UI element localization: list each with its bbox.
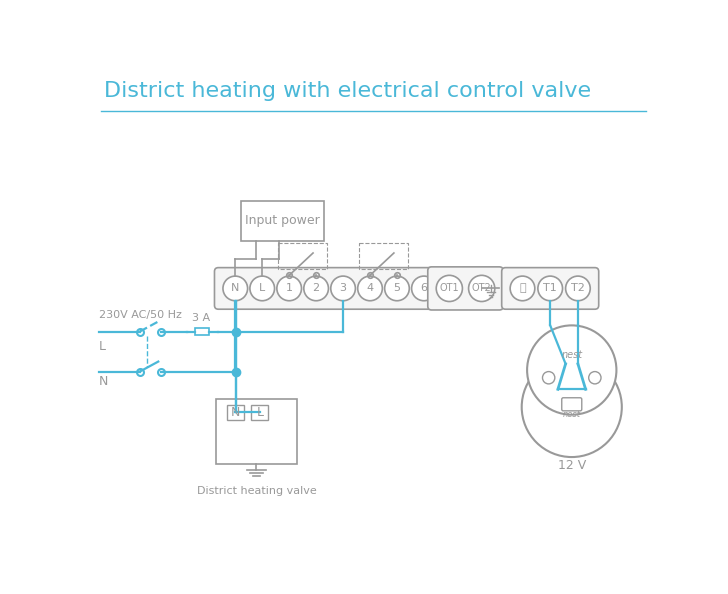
Circle shape [527, 326, 617, 415]
Text: 6: 6 [421, 283, 427, 293]
Text: nest: nest [563, 410, 581, 419]
Text: L: L [256, 406, 264, 419]
Circle shape [566, 276, 590, 301]
Text: 4: 4 [366, 283, 373, 293]
Circle shape [331, 276, 355, 301]
Text: 3 A: 3 A [191, 313, 210, 323]
Text: N: N [231, 283, 240, 293]
Circle shape [277, 276, 301, 301]
Text: 2: 2 [312, 283, 320, 293]
FancyBboxPatch shape [216, 399, 297, 464]
Circle shape [542, 372, 555, 384]
Circle shape [589, 372, 601, 384]
Text: nest: nest [561, 350, 582, 359]
Text: L: L [259, 283, 265, 293]
Text: T1: T1 [543, 283, 557, 293]
FancyBboxPatch shape [562, 398, 582, 411]
FancyBboxPatch shape [195, 328, 209, 336]
Text: 3: 3 [339, 283, 347, 293]
FancyBboxPatch shape [241, 201, 324, 241]
Text: ⏚: ⏚ [519, 283, 526, 293]
Text: 1: 1 [285, 283, 293, 293]
Circle shape [436, 276, 462, 302]
Circle shape [510, 276, 535, 301]
Circle shape [304, 276, 328, 301]
Circle shape [522, 357, 622, 457]
Text: OT1: OT1 [440, 283, 459, 293]
Text: District heating with electrical control valve: District heating with electrical control… [104, 81, 591, 100]
Text: N: N [99, 375, 108, 388]
Text: 5: 5 [393, 283, 400, 293]
Circle shape [469, 276, 495, 302]
Text: N: N [231, 406, 240, 419]
Circle shape [250, 276, 274, 301]
Text: 12 V: 12 V [558, 459, 586, 472]
Text: District heating valve: District heating valve [197, 485, 317, 495]
Text: OT2: OT2 [472, 283, 491, 293]
Text: T2: T2 [571, 283, 585, 293]
FancyBboxPatch shape [215, 268, 445, 309]
Circle shape [538, 276, 563, 301]
Circle shape [357, 276, 382, 301]
Circle shape [223, 276, 248, 301]
Text: L: L [99, 340, 106, 353]
Text: 230V AC/50 Hz: 230V AC/50 Hz [99, 309, 182, 320]
FancyBboxPatch shape [428, 267, 503, 310]
Circle shape [384, 276, 409, 301]
Text: Input power: Input power [245, 214, 320, 227]
FancyBboxPatch shape [502, 268, 598, 309]
Circle shape [411, 276, 436, 301]
